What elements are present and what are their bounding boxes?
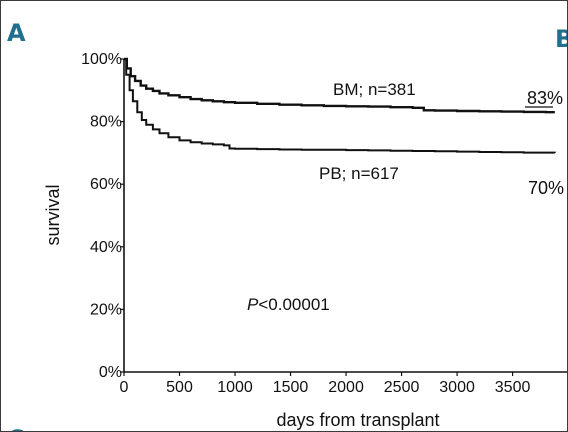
x-axis-ticks: 0 500 1000 1500 2000 2500 3000 3500 [120, 372, 531, 396]
y-tick-label: 80% [90, 114, 122, 131]
x-tick-label: 500 [166, 379, 193, 396]
series-end-value-bm: 83% [527, 88, 563, 108]
p-value-letter: P [247, 295, 259, 314]
p-value-annotation: P<0.00001 [247, 295, 330, 314]
p-value-rest: <0.00001 [258, 295, 329, 314]
y-tick-label: 100% [81, 51, 122, 68]
series-line-bm [124, 57, 555, 114]
x-tick-label: 3000 [439, 379, 475, 396]
x-tick-label: 1000 [217, 379, 253, 396]
y-axis-title: survival [43, 184, 63, 245]
series-label-pb: PB; n=617 [319, 164, 399, 183]
series-lines [124, 57, 556, 154]
y-tick-label: 40% [90, 239, 122, 256]
panel-letter-a: A [7, 19, 26, 47]
series-label-bm: BM; n=381 [333, 80, 416, 99]
panel-letter-b: B [555, 25, 568, 53]
y-tick-label: 20% [90, 301, 122, 318]
panel-letter-c: C [7, 425, 25, 432]
x-tick-label: 2000 [328, 379, 364, 396]
x-tick-label: 3500 [495, 379, 531, 396]
x-tick-label: 1500 [273, 379, 309, 396]
series-end-value-pb: 70% [528, 178, 564, 198]
series-line-pb [124, 58, 556, 154]
x-tick-label: 2500 [384, 379, 420, 396]
y-tick-label: 0% [99, 364, 122, 381]
x-axis-title: days from transplant [276, 410, 439, 430]
y-axis-ticks: 0% 20% 40% 60% 80% 100% [81, 51, 124, 381]
x-tick-label: 0 [120, 379, 129, 396]
y-tick-label: 60% [90, 176, 122, 193]
